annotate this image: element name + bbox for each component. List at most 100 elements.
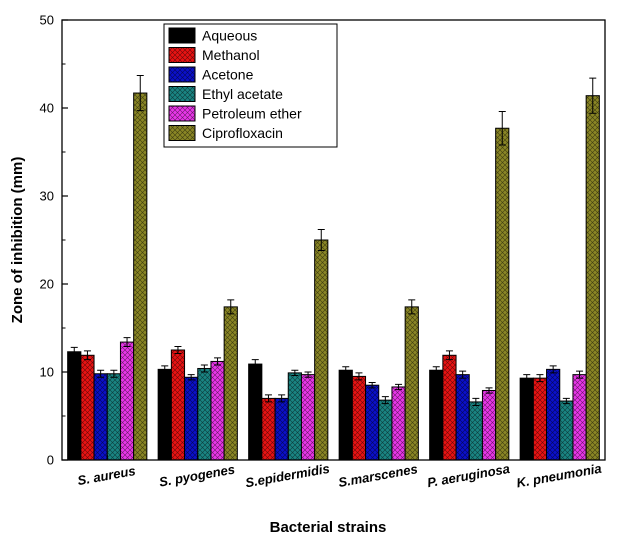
- bar-s-aureus-ciprofloxacin: [133, 92, 148, 461]
- error-bar-k-pneumonia-aqueous: [523, 374, 531, 383]
- error-bar-s-marscenes-acetone: [368, 382, 376, 389]
- y-tick-label: 30: [40, 189, 54, 204]
- bar-p-aeruginosa-ciprofloxacin: [495, 127, 510, 461]
- legend-swatch-ciprofloxacin: [168, 125, 196, 141]
- legend-label-acetone: Acetone: [202, 67, 254, 83]
- legend-swatch-petroleum-ether: [168, 105, 196, 122]
- x-tick-label: S. aureus: [76, 463, 136, 488]
- x-axis-title: Bacterial strains: [270, 519, 387, 536]
- y-tick-label: 40: [40, 101, 54, 116]
- legend-label-petroleum-ether: Petroleum ether: [202, 106, 302, 122]
- error-bar-s-pyogenes-aqueous: [161, 365, 169, 374]
- bar-s-aureus-petroleum-ether: [119, 341, 135, 461]
- bar-s-marscenes-aqueous: [338, 369, 353, 461]
- y-tick-label: 50: [40, 13, 54, 28]
- error-bar-p-aeruginosa-ciprofloxacin: [498, 111, 506, 146]
- y-axis-title: Zone of inhibition (mm): [9, 157, 26, 324]
- bar-s-epidermidis-ciprofloxacin: [314, 239, 329, 461]
- bar-s-aureus-methanol: [80, 354, 95, 461]
- axes-layer: [61, 19, 606, 461]
- bar-p-aeruginosa-methanol: [442, 354, 457, 461]
- error-bar-s-pyogenes-ciprofloxacin: [227, 299, 235, 315]
- error-bar-k-pneumonia-ethyl-acetate: [562, 397, 570, 405]
- legend-swatch-acetone: [168, 66, 196, 83]
- error-bar-p-aeruginosa-aqueous: [432, 366, 440, 375]
- bar-s-pyogenes-methanol: [170, 349, 186, 461]
- error-bar-s-epidermidis-petroleum-ether: [304, 371, 312, 378]
- error-bar-s-epidermidis-aqueous: [251, 359, 259, 369]
- x-tick-label: P. aeruginosa: [426, 461, 511, 490]
- bar-s-marscenes-ciprofloxacin: [404, 306, 419, 461]
- error-bar-k-pneumonia-acetone: [549, 365, 557, 374]
- bar-k-pneumonia-aqueous: [519, 377, 534, 461]
- error-bar-s-pyogenes-petroleum-ether: [214, 357, 222, 366]
- bar-k-pneumonia-acetone: [546, 368, 561, 461]
- error-bar-s-aureus-ethyl-acetate: [110, 369, 118, 378]
- bar-s-marscenes-petroleum-ether: [391, 386, 406, 461]
- error-bar-s-marscenes-aqueous: [342, 366, 350, 375]
- error-bar-s-marscenes-petroleum-ether: [395, 383, 403, 391]
- bar-k-pneumonia-ethyl-acetate: [559, 400, 574, 461]
- bar-s-aureus-acetone: [93, 373, 108, 461]
- bar-p-aeruginosa-aqueous: [429, 369, 444, 461]
- error-bar-k-pneumonia-ciprofloxacin: [589, 77, 597, 114]
- bar-s-epidermidis-aqueous: [248, 363, 263, 461]
- bar-s-pyogenes-aqueous: [157, 368, 172, 461]
- legend: Aqueous Methanol Acetone Ethyl acetate Petro…: [163, 23, 338, 148]
- error-bar-p-aeruginosa-methanol: [445, 350, 453, 361]
- legend-swatch-aqueous: [168, 27, 196, 44]
- error-bar-p-aeruginosa-acetone: [459, 370, 467, 379]
- bar-s-epidermidis-acetone: [274, 397, 289, 461]
- legend-swatch-ethyl-acetate: [168, 86, 196, 102]
- error-bar-s-marscenes-methanol: [355, 372, 363, 381]
- legend-label-methanol: Methanol: [202, 47, 260, 63]
- bar-k-pneumonia-petroleum-ether: [572, 374, 587, 461]
- error-bar-s-pyogenes-acetone: [187, 374, 195, 381]
- error-bar-p-aeruginosa-petroleum-ether: [485, 387, 493, 394]
- legend-label-ciprofloxacin: Ciprofloxacin: [202, 125, 283, 141]
- bar-s-pyogenes-ethyl-acetate: [197, 367, 212, 461]
- x-tick-label: S.epidermidis: [244, 461, 331, 491]
- error-bar-k-pneumonia-petroleum-ether: [576, 370, 584, 379]
- error-bar-s-epidermidis-ciprofloxacin: [317, 228, 325, 252]
- x-tick-label: K. pneumonia: [515, 461, 602, 491]
- y-tick-label: 0: [47, 453, 54, 468]
- bar-k-pneumonia-methanol: [532, 377, 548, 461]
- legend-label-aqueous: Aqueous: [202, 28, 257, 44]
- error-bar-s-epidermidis-ethyl-acetate: [291, 369, 299, 377]
- bar-s-epidermidis-methanol: [261, 397, 276, 461]
- bar-s-marscenes-methanol: [351, 375, 367, 461]
- bar-p-aeruginosa-ethyl-acetate: [468, 401, 483, 461]
- error-bar-s-pyogenes-ethyl-acetate: [200, 364, 208, 373]
- bar-s-marscenes-ethyl-acetate: [378, 399, 393, 461]
- x-tick-label: S. pyogenes: [158, 462, 236, 490]
- error-bar-s-epidermidis-methanol: [264, 394, 272, 403]
- error-bar-s-marscenes-ciprofloxacin: [408, 299, 416, 315]
- y-tick-label: 10: [40, 365, 54, 380]
- y-tick-label: 20: [40, 277, 54, 292]
- error-bar-s-aureus-acetone: [97, 369, 105, 378]
- error-bar-p-aeruginosa-ethyl-acetate: [472, 397, 480, 406]
- bar-k-pneumonia-ciprofloxacin: [585, 95, 600, 461]
- bar-s-aureus-ethyl-acetate: [106, 373, 121, 461]
- bar-s-pyogenes-acetone: [184, 376, 199, 461]
- error-bar-s-aureus-petroleum-ether: [123, 337, 131, 347]
- legend-swatch-methanol: [168, 47, 196, 63]
- bar-s-aureus-aqueous: [67, 351, 82, 461]
- x-tick-label: S.marscenes: [337, 461, 419, 490]
- error-bar-s-aureus-ciprofloxacin: [136, 74, 144, 112]
- error-bar-s-aureus-methanol: [83, 350, 91, 361]
- error-bar-s-epidermidis-acetone: [278, 394, 286, 403]
- bar-s-epidermidis-ethyl-acetate: [287, 372, 302, 461]
- bars-layer: [67, 74, 600, 461]
- error-bar-k-pneumonia-methanol: [536, 374, 544, 383]
- bar-p-aeruginosa-acetone: [455, 374, 470, 461]
- bar-s-marscenes-acetone: [365, 384, 380, 461]
- bar-s-pyogenes-ciprofloxacin: [223, 306, 238, 461]
- bar-p-aeruginosa-petroleum-ether: [481, 389, 497, 461]
- error-bar-s-marscenes-ethyl-acetate: [381, 396, 389, 405]
- bar-s-pyogenes-petroleum-ether: [210, 360, 225, 461]
- bar-s-epidermidis-petroleum-ether: [300, 374, 316, 461]
- error-bar-s-aureus-aqueous: [70, 346, 78, 357]
